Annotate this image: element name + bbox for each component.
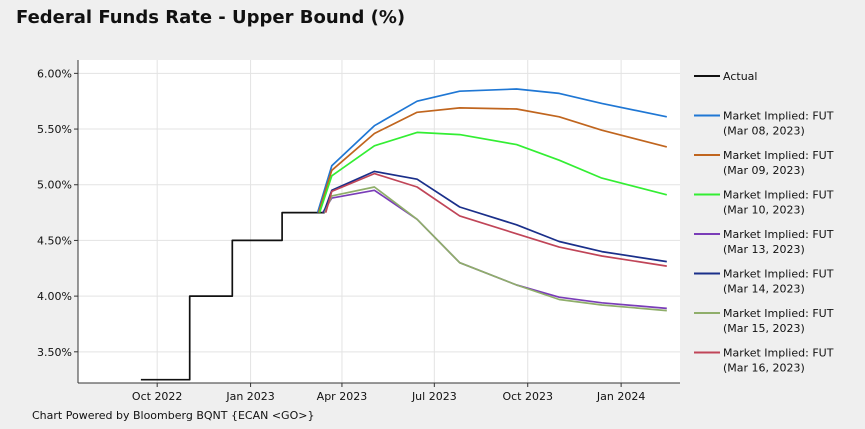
series-line-0 [140, 211, 325, 381]
legend-label: Market Implied: FUT [723, 110, 834, 123]
legend-label: (Mar 08, 2023) [723, 125, 805, 138]
y-tick-label: 3.50% [37, 346, 72, 359]
y-tick-label: 5.00% [37, 179, 72, 192]
y-tick-label: 5.50% [37, 123, 72, 136]
chart-title: Federal Funds Rate - Upper Bound (%) [16, 7, 406, 28]
axes [74, 60, 680, 387]
legend-label: (Mar 16, 2023) [723, 362, 805, 375]
legend-label: Market Implied: FUT [723, 268, 834, 281]
tick-labels: 3.50% 4.00% 4.50% 5.00% 5.50% 6.00% Oct 2022 Ja… [37, 67, 645, 403]
y-tick-label: 4.00% [37, 290, 72, 303]
x-tick-label: Jul 2023 [411, 390, 457, 403]
series-line-2 [317, 107, 668, 213]
x-tick-label: Oct 2023 [502, 390, 553, 403]
legend-label: Market Implied: FUT [723, 149, 834, 162]
footer-credit: Chart Powered by Bloomberg BQNT {ECAN <G… [32, 409, 315, 422]
legend-label: (Mar 15, 2023) [723, 322, 805, 335]
legend-label: Market Implied: FUT [723, 228, 834, 241]
series-line-3 [318, 131, 668, 213]
legend-label: (Mar 13, 2023) [723, 243, 805, 256]
x-tick-label: Jan 2023 [225, 390, 274, 403]
y-tick-label: 4.50% [37, 234, 72, 247]
y-tick-label: 6.00% [37, 67, 72, 80]
legend-label: Actual [723, 70, 757, 83]
x-tick-label: Apr 2023 [317, 390, 368, 403]
legend-label: Market Implied: FUT [723, 347, 834, 360]
legend-label: (Mar 09, 2023) [723, 164, 805, 177]
grid-lines [78, 60, 680, 383]
series-line-6 [323, 186, 667, 312]
legend-label: (Mar 10, 2023) [723, 204, 805, 217]
legend-label: Market Implied: FUT [723, 307, 834, 320]
series-line-5 [322, 170, 667, 263]
legend-label: Market Implied: FUT [723, 189, 834, 202]
series-lines [140, 88, 668, 381]
legend: Actual Market Implied: FUT (Mar 08, 2023) M… [694, 70, 834, 375]
series-line-7 [324, 172, 667, 267]
plot-area [78, 60, 680, 383]
legend-label: (Mar 14, 2023) [723, 283, 805, 296]
series-line-1 [316, 88, 667, 213]
x-tick-label: Oct 2022 [132, 390, 183, 403]
x-tick-label: Jan 2024 [596, 390, 645, 403]
